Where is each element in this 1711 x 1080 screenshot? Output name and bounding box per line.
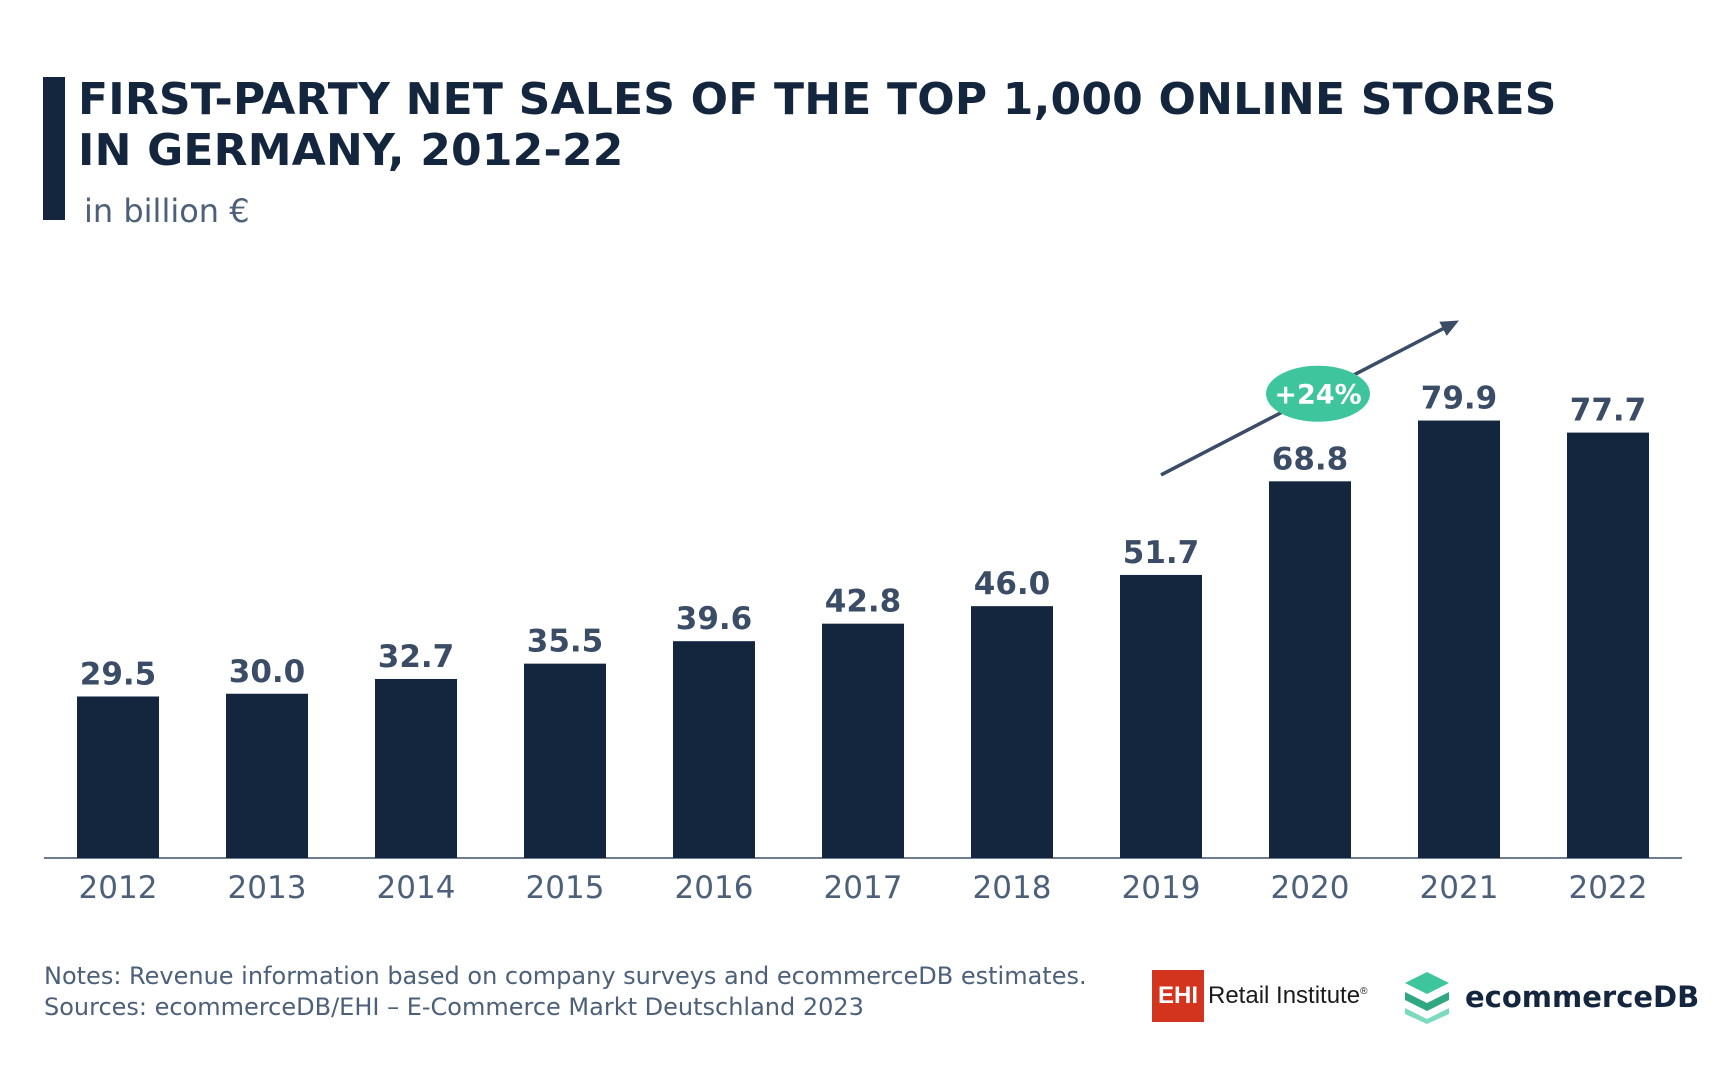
x-tick-label-2016: 2016 [675, 870, 754, 906]
x-tick-label-2021: 2021 [1420, 870, 1499, 906]
trend-arrow-icon [1439, 320, 1459, 336]
x-tick-label-2019: 2019 [1122, 870, 1201, 906]
chart-title: FIRST-PARTY NET SALES OF THE TOP 1,000 O… [78, 74, 1557, 176]
bar-2013 [226, 693, 308, 858]
value-label-2021: 79.9 [1421, 381, 1498, 417]
bar-2021 [1418, 420, 1500, 858]
ecommercedb-logo: ecommerceDB [1403, 970, 1699, 1024]
value-label-2016: 39.6 [676, 601, 753, 637]
value-label-2012: 29.5 [80, 656, 157, 692]
x-tick-label-2012: 2012 [79, 870, 158, 906]
value-label-2022: 77.7 [1570, 393, 1647, 429]
bar-2016 [673, 641, 755, 858]
ehi-logo: EHI Retail Institute® [1152, 970, 1367, 1022]
x-tick-label-2018: 2018 [973, 870, 1052, 906]
growth-badge [1266, 365, 1370, 422]
bar-2014 [375, 678, 457, 858]
x-tick-label-2017: 2017 [824, 870, 903, 906]
value-label-2019: 51.7 [1123, 535, 1200, 571]
chart-footnotes: Notes: Revenue information based on comp… [44, 961, 1087, 1023]
bar-2019 [1120, 574, 1202, 858]
ehi-logo-text: Retail Institute® [1208, 982, 1367, 1010]
x-tick-label-2022: 2022 [1569, 870, 1648, 906]
value-label-2017: 42.8 [825, 584, 902, 620]
x-tick-label-2015: 2015 [526, 870, 605, 906]
stacked-layers-icon [1405, 972, 1449, 1024]
x-tick-label-2020: 2020 [1271, 870, 1350, 906]
value-label-2014: 32.7 [378, 639, 455, 675]
sources-text: Sources: ecommerceDB/EHI – E-Commerce Ma… [44, 993, 864, 1021]
title-accent-bar [43, 77, 65, 220]
bar-2012 [77, 696, 159, 858]
value-label-2020: 68.8 [1272, 441, 1349, 477]
bar-2022 [1567, 432, 1649, 858]
value-label-2013: 30.0 [229, 654, 306, 690]
bar-2020 [1269, 481, 1351, 858]
ecommercedb-logo-text: ecommerceDB [1465, 980, 1700, 1014]
value-label-2015: 35.5 [527, 624, 604, 660]
x-tick-label-2014: 2014 [377, 870, 456, 906]
growth-badge-label: +24% [1274, 380, 1361, 411]
bar-2018 [971, 606, 1053, 858]
notes-text: Notes: Revenue information based on comp… [44, 962, 1087, 990]
bar-2015 [524, 663, 606, 858]
bar-2017 [822, 623, 904, 858]
value-label-2018: 46.0 [974, 566, 1051, 602]
ehi-name: Retail Institute [1208, 982, 1361, 1009]
x-tick-label-2013: 2013 [228, 870, 307, 906]
ehi-registered-mark: ® [1360, 986, 1368, 997]
ehi-logo-icon: EHI [1152, 970, 1204, 1022]
chart-subtitle: in billion € [84, 192, 250, 230]
